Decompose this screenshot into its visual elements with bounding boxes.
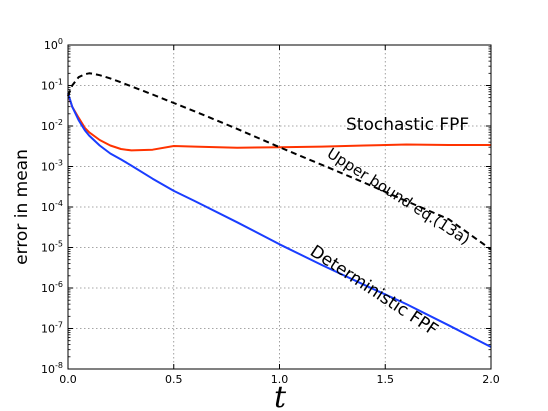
y-tick-exponent: 0: [58, 37, 63, 46]
y-tick-label: 10-8: [41, 361, 63, 376]
y-tick-exponent: -3: [55, 159, 63, 168]
series-line-stochastic-fpf: [67, 94, 491, 152]
y-tick-exponent: -5: [55, 240, 63, 249]
x-axis-label: t: [274, 380, 287, 411]
y-tick-label: 10-1: [41, 78, 63, 93]
y-tick-base: 10: [41, 323, 55, 336]
tick-labels: 0.0 0.5 1.0 1.5 2.010-810-710-610-510-410-31…: [41, 37, 500, 386]
y-tick-exponent: -7: [55, 321, 63, 330]
y-tick-base: 10: [41, 242, 55, 255]
y-tick-base: 10: [41, 282, 55, 295]
y-tick-base: 10: [44, 39, 58, 52]
x-tick-label: 1.0: [271, 373, 289, 386]
y-tick-exponent: -2: [55, 118, 63, 127]
y-tick-exponent: -4: [55, 199, 63, 208]
y-tick-label: 10-7: [41, 321, 63, 336]
x-tick-label: 0.0: [59, 373, 77, 386]
series-layer: [67, 72, 492, 348]
y-tick-label: 10-3: [41, 159, 63, 174]
x-tick-label: 2.0: [482, 373, 500, 386]
y-tick-exponent: -8: [55, 361, 63, 370]
y-tick-base: 10: [41, 80, 55, 93]
y-tick-base: 10: [41, 120, 55, 133]
ticks: [67, 44, 492, 370]
series-line-upper-bound-eq-13a: [67, 72, 492, 251]
y-tick-label: 10-2: [41, 118, 63, 133]
annotation-stochastic-fpf: Stochastic FPF: [346, 115, 469, 135]
y-tick-label: 10-5: [41, 240, 63, 255]
y-tick-exponent: -1: [55, 78, 63, 87]
x-tick-label: 1.5: [377, 373, 395, 386]
x-tick-label: 0.5: [165, 373, 183, 386]
y-tick-label: 10-6: [41, 280, 63, 295]
y-axis-label: error in mean: [12, 149, 32, 265]
y-tick-base: 10: [41, 201, 55, 214]
y-tick-base: 10: [41, 161, 55, 174]
y-tick-label: 100: [44, 37, 63, 52]
y-tick-exponent: -6: [55, 280, 63, 289]
y-tick-label: 10-4: [41, 199, 63, 214]
y-tick-base: 10: [41, 363, 55, 376]
series-line-deterministic-fpf: [67, 92, 492, 348]
